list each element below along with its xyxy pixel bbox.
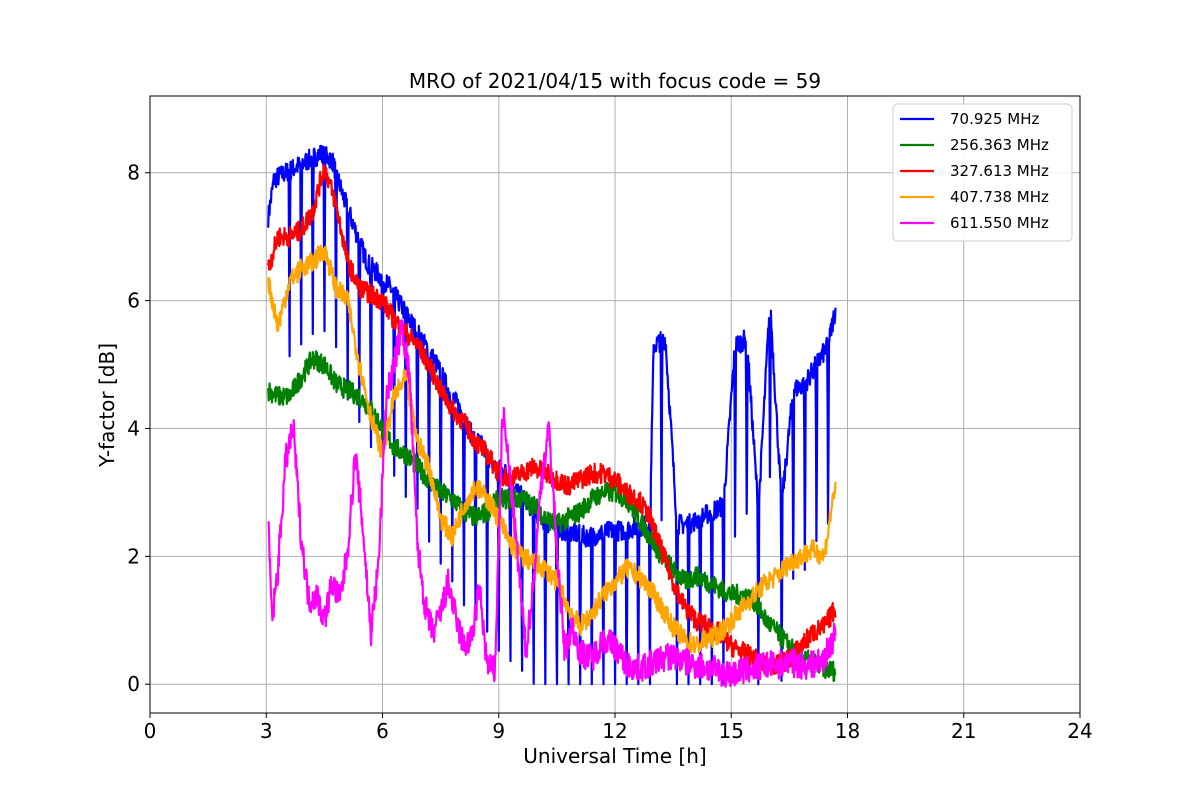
- legend: 70.925 MHz 256.363 MHz 327.613 MHz 407.738 …: [892, 103, 1073, 242]
- x-axis: 0 3 6 9 12 15 18 21 24: [144, 713, 1093, 743]
- y-axis-label: Y-factor [dB]: [95, 343, 119, 468]
- x-tick-label: 21: [951, 719, 976, 743]
- legend-label: 611.550 MHz: [950, 214, 1049, 232]
- y-tick-label: 2: [127, 544, 140, 568]
- x-tick-label: 18: [835, 719, 860, 743]
- legend-box: [892, 103, 1073, 242]
- x-tick-label: 9: [492, 719, 505, 743]
- y-tick-label: 6: [127, 289, 140, 313]
- x-tick-label: 3: [260, 719, 273, 743]
- plot-area: [267, 144, 837, 688]
- chart-title: MRO of 2021/04/15 with focus code = 59: [409, 69, 821, 93]
- legend-label: 327.613 MHz: [950, 162, 1049, 180]
- legend-label: 407.738 MHz: [950, 188, 1049, 206]
- series-line-2: [267, 350, 837, 683]
- x-tick-label: 6: [376, 719, 389, 743]
- series-line-5: [267, 319, 837, 688]
- y-tick-label: 8: [127, 161, 140, 185]
- x-axis-label: Universal Time [h]: [523, 744, 706, 768]
- legend-label: 256.363 MHz: [950, 136, 1049, 154]
- y-axis: 0 2 4 6 8: [127, 161, 150, 696]
- y-tick-label: 0: [127, 672, 140, 696]
- series-line-4: [267, 244, 837, 654]
- x-tick-label: 0: [144, 719, 157, 743]
- legend-label: 70.925 MHz: [950, 110, 1039, 128]
- x-tick-label: 12: [602, 719, 627, 743]
- x-tick-label: 24: [1067, 719, 1092, 743]
- y-tick-label: 4: [127, 416, 140, 440]
- x-tick-label: 15: [719, 719, 744, 743]
